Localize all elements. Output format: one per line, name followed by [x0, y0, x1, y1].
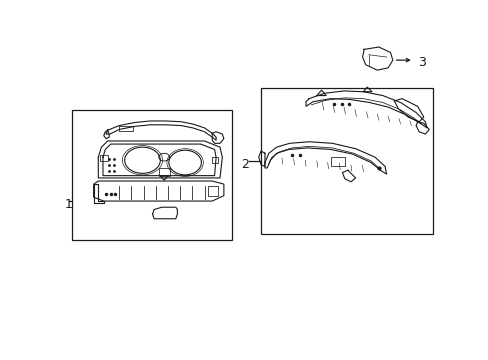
- Bar: [72, 110, 231, 239]
- Bar: [119, 126, 133, 131]
- Bar: [261, 88, 432, 234]
- Text: 2: 2: [241, 158, 248, 171]
- Bar: [159, 168, 169, 176]
- Bar: [100, 155, 107, 161]
- Bar: [208, 186, 217, 197]
- Text: 3: 3: [417, 56, 425, 69]
- Text: 1: 1: [64, 198, 72, 211]
- Bar: [330, 157, 344, 166]
- Bar: [212, 157, 218, 163]
